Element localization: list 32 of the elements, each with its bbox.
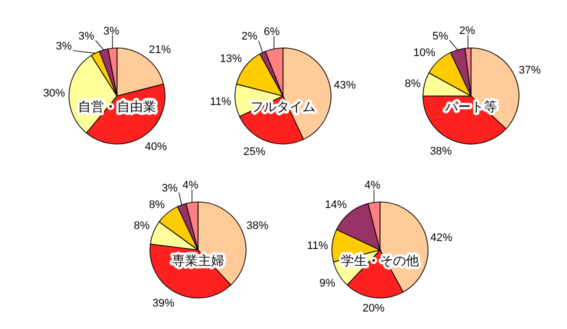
data-label: 42% xyxy=(430,232,453,244)
data-label: 37% xyxy=(518,64,541,76)
data-label: 38% xyxy=(430,145,452,158)
data-label: 3% xyxy=(162,182,178,195)
data-label: 4% xyxy=(182,179,199,192)
data-label: 10% xyxy=(413,47,436,60)
data-label: 38% xyxy=(246,220,269,232)
data-label: 5% xyxy=(432,30,448,42)
data-label: 11% xyxy=(210,96,232,108)
data-label: 43% xyxy=(334,80,356,92)
data-label: 25% xyxy=(243,146,266,158)
data-label: 20% xyxy=(362,302,385,315)
data-label: 2% xyxy=(242,30,258,43)
data-label: 4% xyxy=(364,179,381,192)
data-label: 40% xyxy=(144,140,168,153)
text: 自営・自由業 xyxy=(78,99,156,114)
data-label: 13% xyxy=(220,53,242,66)
data-label: 3% xyxy=(103,25,120,38)
data-label: 30% xyxy=(43,88,66,100)
data-label: 8% xyxy=(404,78,421,90)
data-label: 8% xyxy=(134,220,150,232)
data-label: 9% xyxy=(319,277,336,290)
data-label: 2% xyxy=(459,25,476,38)
data-label: 11% xyxy=(307,240,328,252)
data-label: 14% xyxy=(324,198,348,211)
data-label: 39% xyxy=(152,297,175,310)
data-label: 3% xyxy=(78,30,94,42)
data-label: 21% xyxy=(148,44,172,56)
data-label: 3% xyxy=(56,40,72,53)
data-label: 6% xyxy=(264,26,280,38)
data-label: 8% xyxy=(148,198,166,211)
text: パート等 xyxy=(444,99,497,114)
